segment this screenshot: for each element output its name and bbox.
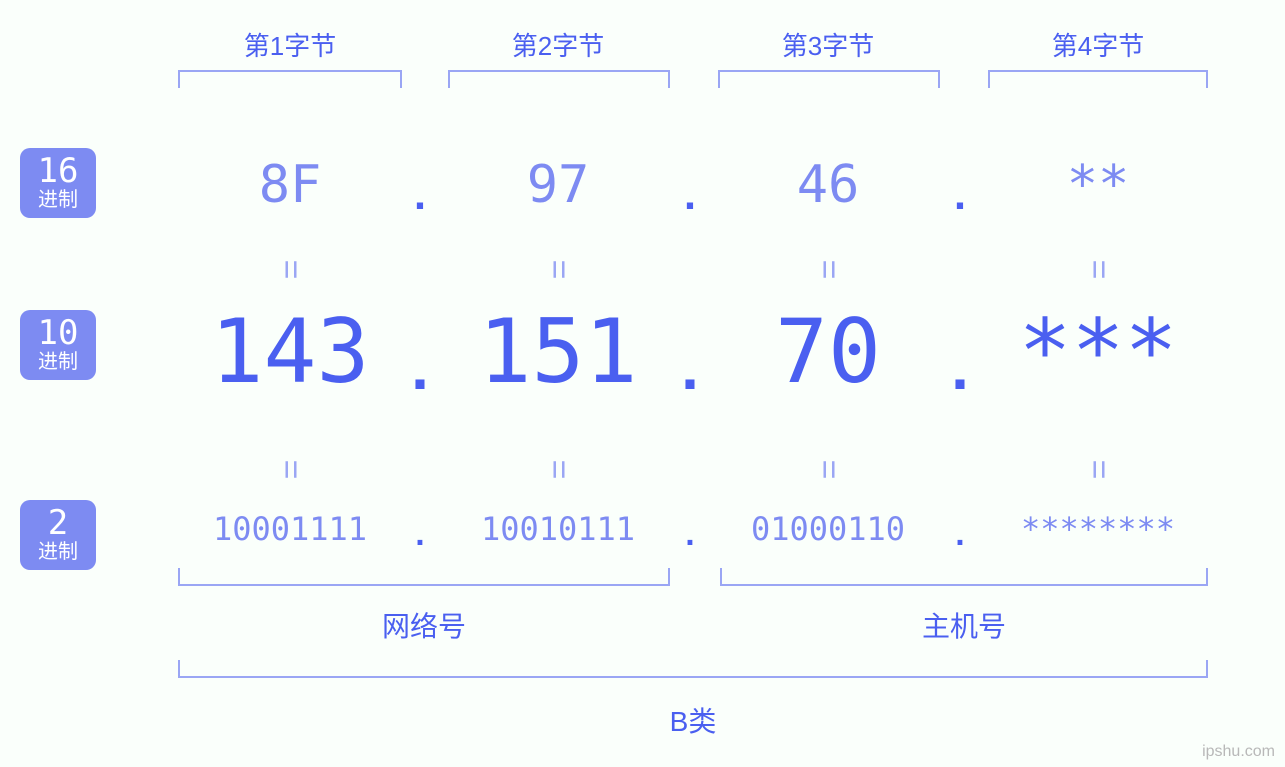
base-badge-bin-num: 2	[20, 506, 96, 540]
hex-octet-2: 97	[527, 155, 590, 215]
eq-dec-bin-4: =	[1079, 460, 1118, 480]
base-badge-dec: 10 进制	[20, 310, 96, 380]
dec-dot-2: .	[681, 330, 699, 404]
class-label: B类	[670, 700, 717, 740]
bin-dot-2: .	[685, 515, 694, 554]
byte-bracket-2	[448, 70, 670, 88]
bin-octet-2: 10010111	[481, 510, 635, 548]
byte-label-3: 第3字节	[782, 26, 874, 63]
base-badge-bin-label: 进制	[20, 542, 96, 562]
bin-octet-4: ********	[1021, 510, 1175, 548]
base-badge-dec-num: 10	[20, 316, 96, 350]
base-badge-hex-num: 16	[20, 154, 96, 188]
dec-dot-3: .	[951, 330, 969, 404]
host-label: 主机号	[922, 605, 1006, 645]
dec-octet-2: 151	[479, 300, 638, 403]
bin-dot-3: .	[955, 515, 964, 554]
byte-label-2: 第2字节	[512, 26, 604, 63]
byte-label-4: 第4字节	[1052, 26, 1144, 63]
network-label: 网络号	[382, 605, 466, 645]
host-bracket	[720, 568, 1208, 586]
hex-dot-1: .	[414, 170, 426, 220]
dec-octet-1: 143	[211, 300, 370, 403]
byte-bracket-3	[718, 70, 940, 88]
base-badge-dec-label: 进制	[20, 352, 96, 372]
bin-octet-1: 10001111	[213, 510, 367, 548]
hex-dot-2: .	[684, 170, 696, 220]
byte-bracket-1	[178, 70, 402, 88]
byte-label-1: 第1字节	[244, 26, 336, 63]
bin-dot-1: .	[415, 515, 424, 554]
dec-dot-1: .	[411, 330, 429, 404]
base-badge-hex: 16 进制	[20, 148, 96, 218]
base-badge-hex-label: 进制	[20, 190, 96, 210]
eq-hex-dec-4: =	[1079, 260, 1118, 280]
dec-octet-4: ***	[1019, 300, 1178, 403]
hex-octet-1: 8F	[259, 155, 322, 215]
hex-octet-3: 46	[797, 155, 860, 215]
hex-dot-3: .	[954, 170, 966, 220]
class-bracket	[178, 660, 1208, 678]
eq-hex-dec-3: =	[809, 260, 848, 280]
network-bracket	[178, 568, 670, 586]
byte-bracket-4	[988, 70, 1208, 88]
base-badge-bin: 2 进制	[20, 500, 96, 570]
dec-octet-3: 70	[775, 300, 881, 403]
watermark: ipshu.com	[1202, 743, 1275, 761]
eq-dec-bin-2: =	[539, 460, 578, 480]
eq-dec-bin-3: =	[809, 460, 848, 480]
bin-octet-3: 01000110	[751, 510, 905, 548]
hex-octet-4: **	[1067, 155, 1130, 215]
eq-hex-dec-2: =	[539, 260, 578, 280]
eq-hex-dec-1: =	[271, 260, 310, 280]
eq-dec-bin-1: =	[271, 460, 310, 480]
